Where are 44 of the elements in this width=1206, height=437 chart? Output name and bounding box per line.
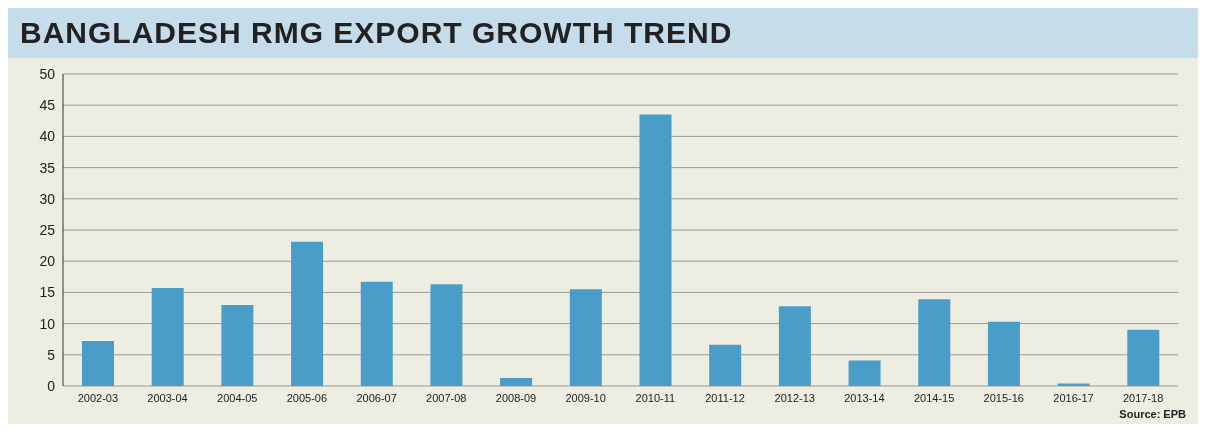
y-tick-label: 5 <box>47 346 56 363</box>
x-tick-label: 2016-17 <box>1053 391 1094 404</box>
y-tick-label: 50 <box>39 65 56 82</box>
bar <box>360 281 393 386</box>
x-tick-label: 2006-07 <box>356 391 397 404</box>
y-tick-label: 40 <box>39 128 56 145</box>
source-note: Source: EPB <box>1119 408 1186 420</box>
x-tick-label: 2015-16 <box>983 391 1024 404</box>
y-tick-label: 30 <box>39 190 56 207</box>
bar <box>291 241 324 386</box>
bar <box>918 299 951 386</box>
x-tick-label: 2010-11 <box>635 391 676 404</box>
bar <box>1127 329 1160 386</box>
bar <box>987 321 1020 386</box>
x-tick-label: 2017-18 <box>1122 391 1164 404</box>
x-tick-label: 2003-04 <box>147 391 188 404</box>
x-tick-label: 2002-03 <box>77 391 119 404</box>
y-tick-label: 45 <box>39 97 56 114</box>
x-tick-label: 2004-05 <box>217 391 258 404</box>
bar <box>221 304 254 386</box>
x-tick-label: 2008-09 <box>495 391 537 404</box>
y-tick-label: 35 <box>39 159 56 176</box>
y-tick-label: 15 <box>39 284 56 301</box>
bar <box>82 341 114 386</box>
y-tick-label: 20 <box>39 253 56 270</box>
x-tick-label: 2012-13 <box>774 391 815 404</box>
y-tick-label: 10 <box>39 315 56 332</box>
x-tick-label: 2011-12 <box>705 391 745 404</box>
bar <box>639 114 672 386</box>
x-tick-label: 2013-14 <box>844 391 885 404</box>
x-tick-label: 2007-08 <box>426 391 467 404</box>
x-tick-label: 2014-15 <box>913 391 955 404</box>
bar <box>151 288 184 386</box>
y-tick-label: 25 <box>39 221 56 238</box>
x-tick-label: 2009-10 <box>565 391 606 404</box>
y-tick-label: 0 <box>47 377 56 394</box>
bar <box>430 284 463 386</box>
bar <box>709 344 742 386</box>
bar <box>848 360 881 386</box>
bar <box>778 306 811 386</box>
bar <box>569 289 602 386</box>
chart-title: BANGLADESH RMG EXPORT GROWTH TREND <box>8 8 1198 58</box>
x-tick-label: 2005-06 <box>286 391 328 404</box>
bar <box>500 377 533 386</box>
